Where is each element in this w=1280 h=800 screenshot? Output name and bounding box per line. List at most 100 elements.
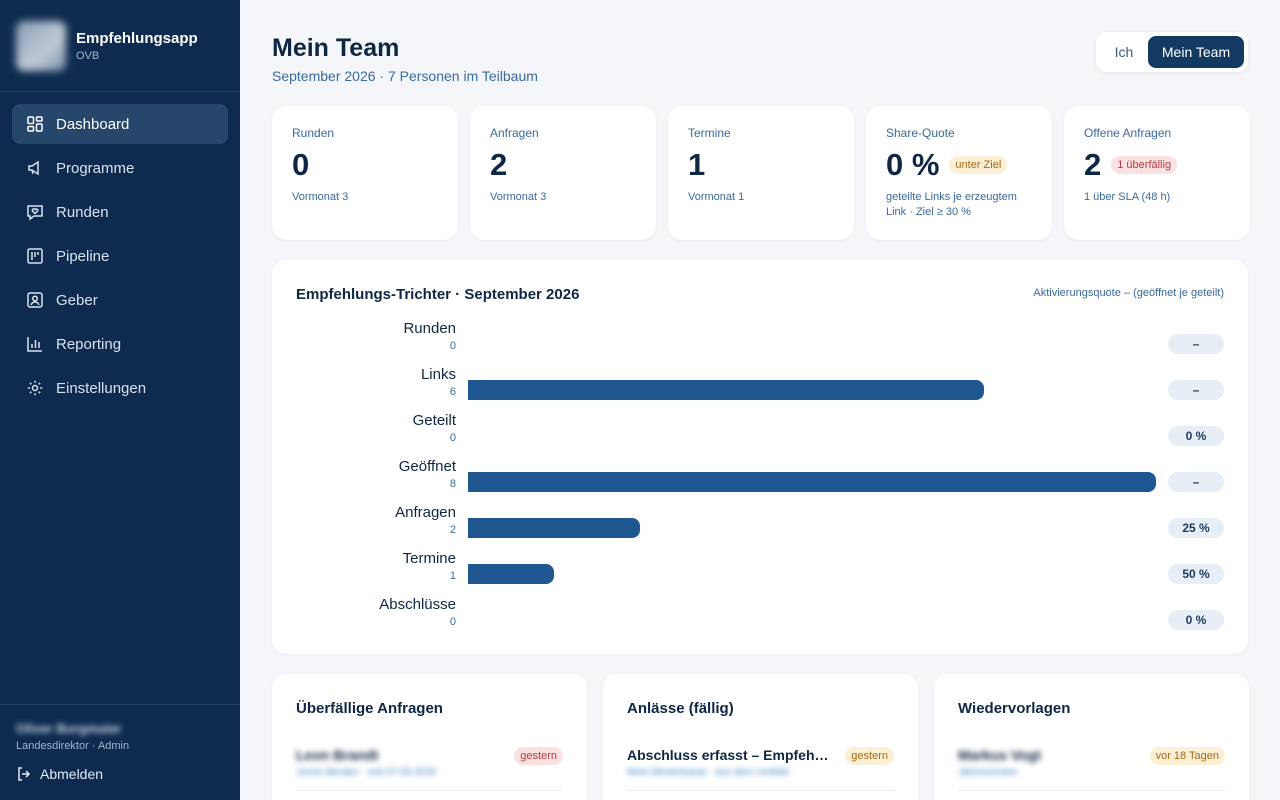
- funnel-row: Runden 0 –: [272, 320, 1248, 366]
- kpi-value: 2: [1084, 147, 1102, 182]
- funnel-rate-pill: 50 %: [1168, 564, 1224, 584]
- funnel-stage-label: Abschlüsse: [379, 596, 456, 613]
- list-item-subtitle: Jahresreview: [958, 767, 1017, 778]
- kpi-card-share-quote: Share-Quote 0 % unter Ziel geteilte Link…: [866, 106, 1052, 240]
- funnel-bar: [468, 518, 640, 538]
- card-occasions: Anlässe (fällig) Abschluss erfasst – Emp…: [603, 674, 918, 800]
- funnel-row: Anfragen 2 25 %: [272, 504, 1248, 550]
- kpi-note: Vormonat 3: [490, 191, 547, 203]
- status-badge: gestern: [845, 747, 894, 765]
- brand-logo: [16, 20, 66, 71]
- toggle-team-button[interactable]: Mein Team: [1148, 36, 1244, 68]
- sidebar-item-dashboard[interactable]: Dashboard: [12, 104, 228, 144]
- kpi-note: 1 über SLA (48 h): [1084, 191, 1171, 203]
- list-item-subtitle: Junior Berater · seit 07.09.2026: [296, 767, 437, 778]
- kpi-note: geteilte Links je erzeugtem Link · Ziel …: [886, 191, 1017, 218]
- sidebar-item-pipeline[interactable]: Pipeline: [12, 236, 228, 276]
- kpi-row: Runden 0 Vormonat 3 Anfragen 2 Vormonat …: [272, 106, 1250, 240]
- funnel-rate-pill: –: [1168, 334, 1224, 354]
- funnel-rate-pill: –: [1168, 380, 1224, 400]
- funnel-stage-label: Anfragen: [395, 504, 456, 521]
- funnel-rate-pill: 0 %: [1168, 610, 1224, 630]
- funnel-row: Geteilt 0 0 %: [272, 412, 1248, 458]
- sidebar-item-label: Programme: [56, 159, 135, 177]
- main-nav: Dashboard Programme Runden Pipeline Gebe…: [0, 92, 240, 408]
- bottom-cards: Überfällige Anfragen Leon Brandt Junior …: [272, 674, 1249, 800]
- brand-subtitle: OVB: [76, 49, 100, 62]
- bar-chart-icon: [26, 335, 44, 353]
- dashboard-icon: [26, 115, 44, 133]
- sidebar-item-programme[interactable]: Programme: [12, 148, 228, 188]
- funnel-stage-count: 0: [449, 616, 456, 628]
- kpi-value: 2: [490, 147, 508, 182]
- kpi-label: Runden: [292, 126, 335, 140]
- funnel-bar: [468, 380, 984, 400]
- kpi-card-anfragen: Anfragen 2 Vormonat 3: [470, 106, 656, 240]
- funnel-stage-count: 2: [449, 524, 456, 536]
- funnel-bar: [468, 472, 1156, 492]
- funnel-stage-label: Termine: [402, 550, 456, 567]
- funnel-stage-count: 0: [449, 340, 456, 352]
- user-card-icon: [26, 291, 44, 309]
- heart-message-icon: [26, 203, 44, 221]
- funnel-stage-count: 8: [449, 478, 456, 490]
- funnel-row: Abschlüsse 0 0 %: [272, 596, 1248, 642]
- funnel-row: Termine 1 50 %: [272, 550, 1248, 596]
- list-item-title: Abschluss erfasst – Empfehlung nachfasse…: [627, 747, 831, 763]
- funnel-panel: Empfehlungs-Trichter · September 2026 Ak…: [272, 260, 1248, 654]
- page-subtitle: September 2026 · 7 Personen im Teilbaum: [272, 68, 538, 84]
- sidebar-item-label: Runden: [56, 203, 109, 221]
- status-badge: 1 überfällig: [1111, 156, 1178, 174]
- sidebar-item-geber[interactable]: Geber: [12, 280, 228, 320]
- sidebar-item-runden[interactable]: Runden: [12, 192, 228, 232]
- list-item-subtitle: Nina Westerkamp · aus dem Umfeld: [627, 767, 788, 778]
- funnel-stage-label: Links: [420, 366, 456, 383]
- card-follow-ups: Wiedervorlagen Markus Vogt Jahresreview …: [934, 674, 1249, 800]
- list-item-title: Leon Brandt: [296, 747, 379, 763]
- list-item-title: Markus Vogt: [958, 747, 1041, 763]
- funnel-stage-label: Geöffnet: [398, 458, 456, 475]
- brand-title: Empfehlungsapp: [76, 29, 198, 47]
- funnel-row: Links 6 –: [272, 366, 1248, 412]
- kpi-value: 1: [688, 147, 706, 182]
- status-badge: unter Ziel: [949, 156, 1008, 174]
- funnel-stage-count: 0: [449, 432, 456, 444]
- status-badge: vor 18 Tagen: [1149, 747, 1225, 765]
- funnel-stage-label: Geteilt: [412, 412, 456, 429]
- user-role: Landesdirektor · Admin: [16, 740, 130, 752]
- kpi-label: Anfragen: [490, 126, 539, 140]
- sidebar: Empfehlungsapp OVB Dashboard Programme R…: [0, 0, 240, 800]
- card-title: Wiedervorlagen: [958, 700, 1071, 717]
- funnel-bar: [468, 564, 554, 584]
- toggle-ich-button[interactable]: Ich: [1114, 44, 1134, 60]
- user-panel: Oliver Burgmaier Landesdirektor · Admin …: [0, 704, 240, 800]
- funnel-row: Geöffnet 8 –: [272, 458, 1248, 504]
- kpi-note: Vormonat 3: [292, 191, 349, 203]
- sidebar-item-label: Geber: [56, 291, 98, 309]
- kpi-note: Vormonat 1: [688, 191, 745, 203]
- pipeline-icon: [26, 247, 44, 265]
- funnel-rate-pill: 0 %: [1168, 426, 1224, 446]
- list-item[interactable]: Abschluss erfasst – Empfehlung nachfasse…: [627, 747, 894, 791]
- funnel-title: Empfehlungs-Trichter · September 2026: [296, 286, 580, 303]
- user-name: Oliver Burgmaier: [16, 721, 122, 736]
- sidebar-item-label: Dashboard: [56, 115, 130, 133]
- sidebar-item-einstellungen[interactable]: Einstellungen: [12, 368, 228, 408]
- logout-button[interactable]: Abmelden: [16, 766, 224, 782]
- list-item[interactable]: Markus Vogt Jahresreview vor 18 Tagen: [958, 747, 1225, 791]
- sidebar-item-label: Einstellungen: [56, 379, 147, 397]
- list-item[interactable]: Leon Brandt Junior Berater · seit 07.09.…: [296, 747, 563, 791]
- card-overdue-requests: Überfällige Anfragen Leon Brandt Junior …: [272, 674, 587, 800]
- funnel-stage-label: Runden: [403, 320, 456, 337]
- sidebar-item-label: Pipeline: [56, 247, 110, 265]
- kpi-value: 0: [292, 147, 310, 182]
- kpi-value: 0 %: [886, 147, 940, 182]
- funnel-hint: Aktivierungsquote – (geöffnet je geteilt…: [1033, 287, 1224, 299]
- status-badge: gestern: [514, 747, 563, 765]
- funnel-stage-count: 6: [449, 386, 456, 398]
- sidebar-item-reporting[interactable]: Reporting: [12, 324, 228, 364]
- kpi-card-runden: Runden 0 Vormonat 3: [272, 106, 458, 240]
- kpi-label: Share-Quote: [886, 126, 955, 140]
- logout-icon: [18, 767, 31, 781]
- funnel-rate-pill: –: [1168, 472, 1224, 492]
